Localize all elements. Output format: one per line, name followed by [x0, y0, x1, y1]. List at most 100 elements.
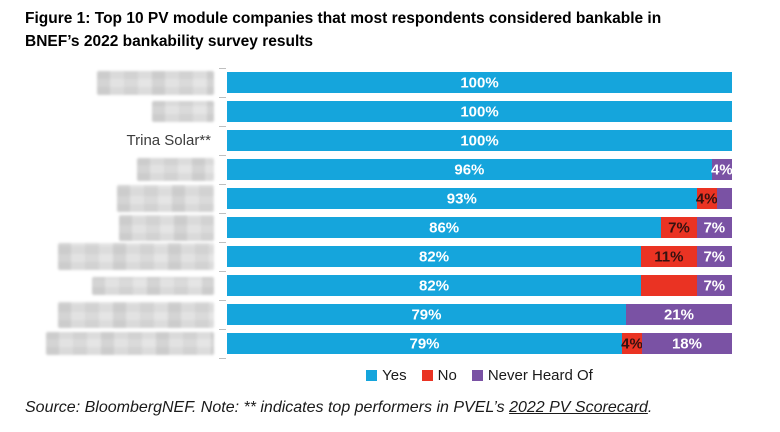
legend-swatch-no-icon [421, 369, 433, 381]
bar-segment-never: 7% [696, 246, 732, 267]
bar-segment-yes: 100% [227, 72, 732, 93]
segment-value-label: 4% [711, 161, 733, 178]
chart-legend: Yes No Never Heard Of [227, 366, 732, 384]
bar-segment-never: 21% [625, 304, 732, 325]
bar-segment-never: 4% [711, 159, 733, 180]
source-note: Source: BloombergNEF. Note: ** indicates… [25, 399, 652, 417]
segment-value-label: 86% [429, 219, 460, 236]
segment-value-label: 100% [460, 103, 499, 120]
source-note-suffix: . [647, 399, 653, 416]
axis-tick [219, 212, 226, 214]
bar-row: 100% [25, 101, 732, 122]
legend-item-no: No [421, 366, 457, 384]
segment-value-label: 96% [454, 161, 485, 178]
axis-tick [219, 183, 226, 185]
figure-title: Figure 1: Top 10 PV module companies tha… [25, 7, 661, 53]
category-label-cell [25, 275, 227, 296]
bar-row: 79% 21% [25, 301, 732, 328]
segment-value-label: 4% [695, 190, 718, 207]
legend-swatch-yes-icon [366, 369, 378, 381]
axis-tick [219, 357, 226, 359]
blurred-company-label [46, 332, 214, 355]
stacked-bar: 86% 7% 7% [227, 217, 732, 238]
bar-segment-never: 18% [642, 333, 732, 354]
segment-value-label: 7% [703, 219, 726, 236]
bar-segment-yes: 79% [227, 333, 622, 354]
stacked-bar: 79% 4% 18% [227, 333, 732, 354]
blurred-company-label [58, 301, 214, 328]
stacked-bar: 82% 11% 7% [227, 246, 732, 267]
category-label-cell [25, 214, 227, 241]
figure-title-line2: BNEF’s 2022 bankability survey results [25, 33, 314, 50]
blurred-company-label [58, 243, 214, 270]
legend-label: Never Heard Of [487, 366, 593, 384]
legend-swatch-never-icon [471, 369, 483, 381]
category-label-cell [25, 243, 227, 270]
stacked-bar: 100% [227, 130, 732, 151]
category-label-cell [25, 332, 227, 355]
axis-tick [219, 241, 226, 243]
bar-segment-yes: 96% [227, 159, 712, 180]
blurred-company-label [137, 158, 214, 181]
segment-value-label: 100% [460, 132, 499, 149]
bar-segment-yes: 100% [227, 101, 732, 122]
bar-segment-no [641, 275, 697, 296]
stacked-bar: 100% [227, 72, 732, 93]
bar-segment-no: 4% [621, 333, 643, 354]
category-label-cell [25, 158, 227, 181]
axis-tick [219, 328, 226, 330]
bar-segment-yes: 82% [227, 275, 642, 296]
axis-tick [219, 67, 226, 69]
bar-row: 100% [25, 70, 732, 95]
segment-value-label: 7% [703, 277, 726, 294]
segment-value-label: 7% [668, 219, 690, 236]
blurred-company-label [119, 214, 214, 241]
bar-row: 86% 7% 7% [25, 214, 732, 241]
bar-segment-yes: 100% [227, 130, 732, 151]
bar-segment-yes: 79% [227, 304, 626, 325]
segment-value-label: 21% [663, 306, 694, 323]
stacked-bar: 79% 21% [227, 304, 732, 325]
blurred-company-label [117, 185, 214, 212]
figure-title-line1: Figure 1: Top 10 PV module companies tha… [25, 10, 662, 27]
source-note-text: Source: BloombergNEF. Note: ** indicates… [25, 399, 510, 416]
segment-value-label: 79% [409, 335, 440, 352]
bar-row: Trina Solar** 100% [25, 130, 732, 151]
category-label-cell: Trina Solar** [25, 130, 227, 151]
bar-row: 82% 7% [25, 275, 732, 296]
blurred-company-label [92, 276, 214, 295]
stacked-bar: 100% [227, 101, 732, 122]
bar-segment-no: 7% [661, 217, 697, 238]
segment-value-label: 4% [621, 335, 643, 352]
blurred-company-label [152, 101, 214, 122]
bar-segment-no: 11% [641, 246, 697, 267]
bar-segment-yes: 93% [227, 188, 697, 209]
segment-value-label: 100% [460, 74, 499, 91]
legend-item-never: Never Heard Of [471, 366, 593, 384]
company-label: Trina Solar** [126, 132, 211, 149]
segment-value-label: 18% [671, 335, 702, 352]
bar-row: 79% 4% 18% [25, 332, 732, 355]
segment-value-label: 82% [419, 277, 450, 294]
bar-segment-no: 4% [695, 188, 718, 209]
axis-tick [219, 96, 226, 98]
stacked-bar: 82% 7% [227, 275, 732, 296]
category-label-cell [25, 101, 227, 122]
bar-segment-never: 7% [696, 217, 732, 238]
legend-label: No [437, 366, 457, 384]
bar-row: 96% 4% [25, 158, 733, 181]
segment-value-label: 11% [654, 248, 684, 265]
category-label-cell [25, 70, 227, 95]
category-label-cell [25, 185, 227, 212]
legend-label: Yes [382, 366, 407, 384]
bar-segment-yes: 86% [227, 217, 662, 238]
segment-value-label: 93% [446, 190, 477, 207]
bar-segment-yes: 82% [227, 246, 642, 267]
scorecard-link[interactable]: 2022 PV Scorecard [509, 399, 648, 416]
bar-row: 82% 11% 7% [25, 243, 732, 270]
blurred-company-label [97, 70, 214, 95]
bar-segment-never: 7% [696, 275, 732, 296]
legend-item-yes: Yes [366, 366, 407, 384]
